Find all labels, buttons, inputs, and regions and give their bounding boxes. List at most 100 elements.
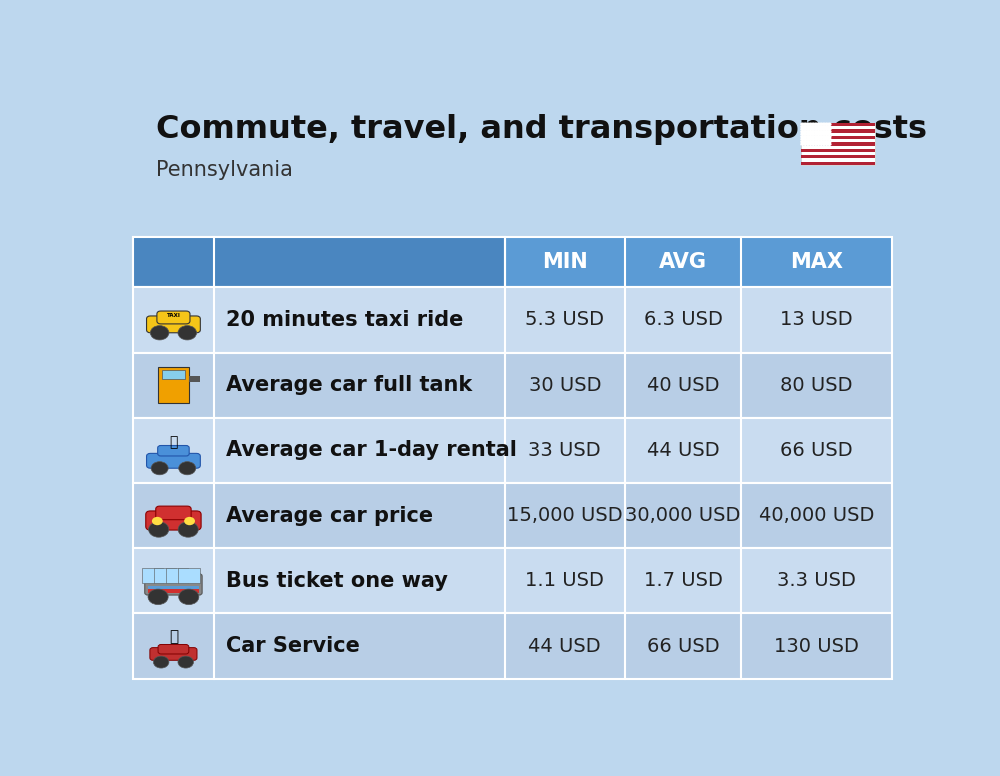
FancyBboxPatch shape (157, 311, 190, 324)
FancyBboxPatch shape (146, 511, 201, 530)
Text: 66 USD: 66 USD (647, 636, 719, 656)
FancyBboxPatch shape (145, 573, 202, 595)
Text: 44 USD: 44 USD (647, 441, 719, 460)
FancyBboxPatch shape (189, 376, 200, 382)
Text: 🔧: 🔧 (169, 629, 178, 644)
FancyBboxPatch shape (154, 568, 176, 583)
FancyBboxPatch shape (801, 130, 875, 133)
Circle shape (824, 130, 829, 133)
FancyBboxPatch shape (133, 483, 892, 548)
Circle shape (811, 127, 816, 131)
Text: 30,000 USD: 30,000 USD (625, 506, 741, 525)
FancyBboxPatch shape (801, 142, 875, 146)
Circle shape (178, 521, 198, 537)
FancyBboxPatch shape (158, 445, 189, 456)
Text: 40 USD: 40 USD (647, 376, 719, 395)
Circle shape (824, 137, 829, 141)
Circle shape (806, 143, 810, 146)
FancyBboxPatch shape (133, 287, 892, 352)
Circle shape (819, 133, 824, 136)
FancyBboxPatch shape (801, 149, 875, 152)
Text: 5.3 USD: 5.3 USD (525, 310, 604, 330)
Circle shape (806, 127, 810, 131)
Circle shape (827, 140, 832, 144)
Text: 130 USD: 130 USD (774, 636, 859, 656)
Circle shape (827, 130, 832, 133)
Circle shape (816, 140, 821, 144)
Circle shape (822, 130, 826, 133)
FancyBboxPatch shape (147, 453, 200, 468)
Circle shape (179, 462, 196, 475)
Circle shape (814, 123, 818, 126)
Text: 6.3 USD: 6.3 USD (644, 310, 722, 330)
Circle shape (800, 125, 805, 129)
FancyBboxPatch shape (150, 648, 197, 660)
Text: 1.7 USD: 1.7 USD (644, 571, 722, 591)
Circle shape (808, 125, 813, 129)
Circle shape (819, 127, 824, 131)
Circle shape (800, 123, 805, 126)
Circle shape (811, 143, 816, 146)
FancyBboxPatch shape (801, 136, 875, 139)
Circle shape (808, 123, 813, 126)
Circle shape (819, 135, 824, 139)
Circle shape (800, 137, 805, 141)
Circle shape (816, 133, 821, 136)
Circle shape (149, 521, 169, 537)
Circle shape (824, 125, 829, 129)
Circle shape (803, 133, 808, 136)
Circle shape (824, 135, 829, 139)
Circle shape (827, 143, 832, 146)
Circle shape (816, 135, 821, 139)
Circle shape (808, 130, 813, 133)
Circle shape (814, 130, 818, 133)
Text: AVG: AVG (659, 252, 707, 272)
Circle shape (816, 143, 821, 146)
Text: 30 USD: 30 USD (529, 376, 601, 395)
Circle shape (803, 127, 808, 131)
Circle shape (800, 143, 805, 146)
FancyBboxPatch shape (133, 237, 505, 287)
Circle shape (827, 125, 832, 129)
Circle shape (824, 140, 829, 144)
Circle shape (816, 125, 821, 129)
FancyBboxPatch shape (133, 237, 892, 287)
Circle shape (808, 135, 813, 139)
Circle shape (827, 135, 832, 139)
Text: Average car 1-day rental: Average car 1-day rental (226, 441, 517, 460)
Text: Bus ticket one way: Bus ticket one way (226, 571, 448, 591)
Circle shape (806, 133, 810, 136)
FancyBboxPatch shape (801, 123, 875, 165)
Circle shape (827, 133, 832, 136)
Circle shape (822, 123, 826, 126)
Circle shape (816, 137, 821, 141)
Text: Commute, travel, and transportation costs: Commute, travel, and transportation cost… (156, 114, 927, 145)
Circle shape (803, 137, 808, 141)
Circle shape (816, 127, 821, 131)
Circle shape (822, 140, 826, 144)
Circle shape (803, 140, 808, 144)
Text: 3.3 USD: 3.3 USD (777, 571, 856, 591)
Circle shape (151, 462, 168, 475)
Circle shape (800, 135, 805, 139)
Text: 40,000 USD: 40,000 USD (759, 506, 874, 525)
Circle shape (808, 127, 813, 131)
Circle shape (152, 517, 163, 525)
Circle shape (811, 135, 816, 139)
Circle shape (800, 127, 805, 131)
Circle shape (178, 326, 197, 340)
FancyBboxPatch shape (142, 568, 163, 583)
Circle shape (806, 130, 810, 133)
FancyBboxPatch shape (166, 568, 188, 583)
Circle shape (819, 137, 824, 141)
Text: 80 USD: 80 USD (780, 376, 853, 395)
Circle shape (806, 137, 810, 141)
Circle shape (824, 123, 829, 126)
Circle shape (827, 137, 832, 141)
Circle shape (808, 140, 813, 144)
Text: Pennsylvania: Pennsylvania (156, 160, 293, 180)
FancyBboxPatch shape (801, 161, 875, 165)
Circle shape (806, 123, 810, 126)
Circle shape (803, 143, 808, 146)
Circle shape (153, 656, 169, 668)
